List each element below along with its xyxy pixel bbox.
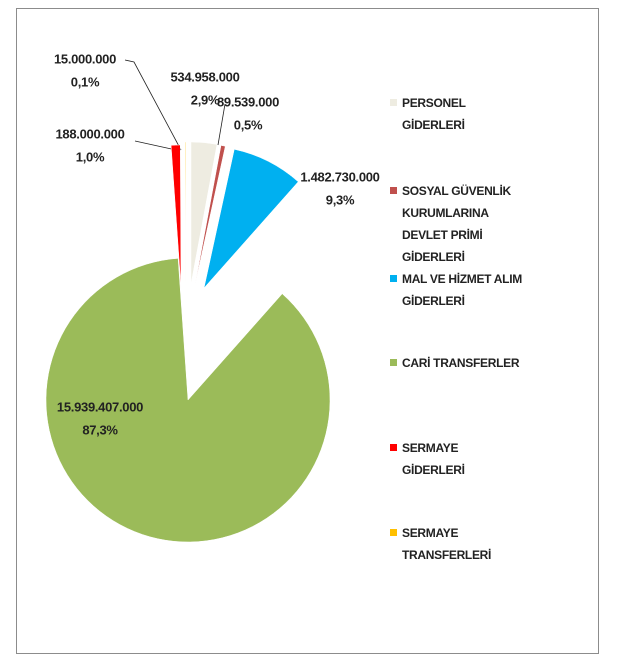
legend-label: PERSONEL GİDERLERİ bbox=[402, 96, 466, 132]
leader-line bbox=[134, 140, 177, 151]
leader-line bbox=[217, 103, 226, 146]
legend-label: SOSYAL GÜVENLİK KURUMLARINA DEVLET PRİMİ… bbox=[402, 184, 511, 264]
percent-label: 0,1% bbox=[71, 74, 100, 89]
percent-label: 1,0% bbox=[76, 149, 105, 164]
pie-slice bbox=[194, 145, 226, 286]
legend-entry: SERMAYE GİDERLERİ bbox=[390, 437, 540, 481]
pie-slice bbox=[185, 141, 187, 285]
pie-slice bbox=[170, 144, 182, 288]
pie-slice bbox=[190, 141, 218, 285]
legend-entry: CARİ TRANSFERLER bbox=[390, 352, 540, 374]
value-label: 1.482.730.000 bbox=[300, 169, 379, 184]
legend-label: CARİ TRANSFERLER bbox=[402, 356, 520, 370]
legend-label: SERMAYE GİDERLERİ bbox=[402, 441, 465, 477]
chart-frame bbox=[16, 8, 599, 654]
legend-swatch bbox=[390, 275, 397, 282]
pie-slice bbox=[203, 148, 299, 289]
value-label: 89.539.000 bbox=[217, 94, 279, 109]
percent-label: 0,5% bbox=[234, 117, 263, 132]
pie-slice bbox=[45, 258, 331, 543]
legend-entry: SERMAYE TRANSFERLERİ bbox=[390, 522, 540, 566]
percent-label: 9,3% bbox=[326, 192, 355, 207]
value-label: 534.958.000 bbox=[171, 69, 240, 84]
legend-swatch bbox=[390, 99, 397, 106]
legend-entry: MAL VE HİZMET ALIM GİDERLERİ bbox=[390, 268, 540, 312]
legend-swatch bbox=[390, 529, 397, 536]
legend-label: SERMAYE TRANSFERLERİ bbox=[402, 526, 492, 562]
leader-line bbox=[124, 59, 182, 151]
percent-label: 87,3% bbox=[82, 422, 118, 437]
value-label: 15.000.000 bbox=[54, 51, 116, 66]
legend-entry: PERSONEL GİDERLERİ bbox=[390, 92, 540, 136]
percent-label: 2,9% bbox=[191, 92, 220, 107]
legend-entry: SOSYAL GÜVENLİK KURUMLARINA DEVLET PRİMİ… bbox=[390, 180, 540, 268]
legend-swatch bbox=[390, 359, 397, 366]
value-label: 15.939.407.000 bbox=[57, 399, 143, 414]
legend-label: MAL VE HİZMET ALIM GİDERLERİ bbox=[402, 272, 522, 308]
value-label: 188.000.000 bbox=[56, 126, 125, 141]
legend-swatch bbox=[390, 444, 397, 451]
legend-swatch bbox=[390, 187, 397, 194]
